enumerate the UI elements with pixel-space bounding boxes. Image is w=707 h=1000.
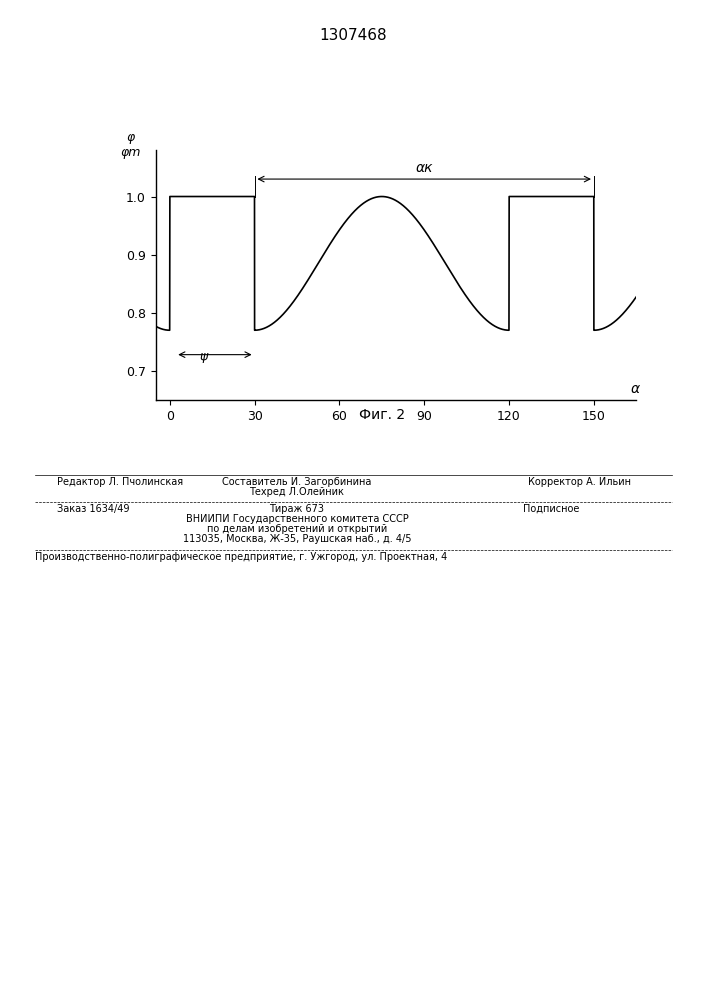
Text: ВНИИПИ Государственного комитета СССР: ВНИИПИ Государственного комитета СССР	[185, 514, 409, 524]
Text: Корректор А. Ильин: Корректор А. Ильин	[528, 477, 631, 487]
Text: ψ: ψ	[199, 350, 208, 363]
Text: αк: αк	[416, 161, 433, 175]
Text: Заказ 1634/49: Заказ 1634/49	[57, 504, 129, 514]
Text: φ
φm: φ φm	[120, 131, 140, 159]
Text: Тираж 673: Тираж 673	[269, 504, 325, 514]
Text: Техред Л.Олейник: Техред Л.Олейник	[250, 487, 344, 497]
Text: Фиг. 2: Фиг. 2	[358, 408, 405, 422]
Text: α: α	[631, 382, 640, 396]
Text: Редактор Л. Пчолинская: Редактор Л. Пчолинская	[57, 477, 182, 487]
Text: 113035, Москва, Ж-35, Раушская наб., д. 4/5: 113035, Москва, Ж-35, Раушская наб., д. …	[182, 534, 411, 544]
Text: по делам изобретений и открытий: по делам изобретений и открытий	[207, 524, 387, 534]
Text: Составитель И. Загорбинина: Составитель И. Загорбинина	[222, 477, 372, 487]
Text: 1307468: 1307468	[320, 28, 387, 43]
Text: Производственно-полиграфическое предприятие, г. Ужгород, ул. Проектная, 4: Производственно-полиграфическое предприя…	[35, 552, 448, 562]
Text: Подписное: Подписное	[523, 504, 580, 514]
